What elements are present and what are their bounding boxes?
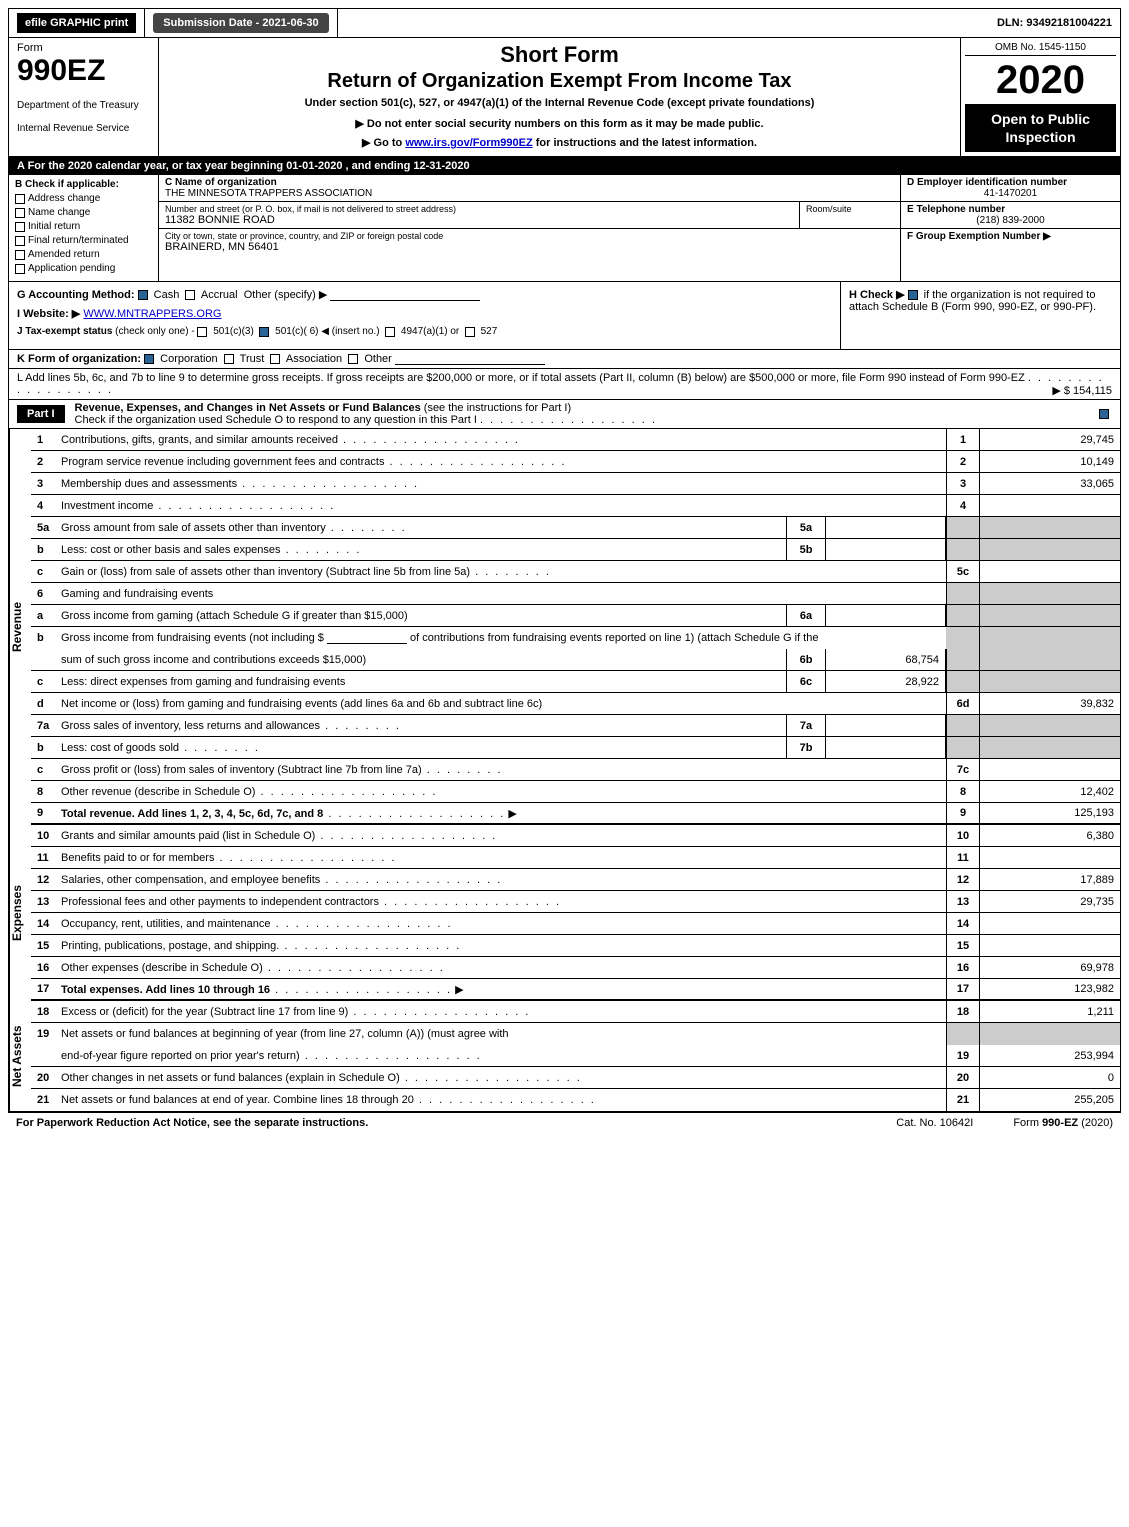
chk-final-return[interactable]: Final return/terminated <box>15 235 152 246</box>
chk-accrual[interactable] <box>185 290 195 300</box>
l-amount: ▶ $ 154,115 <box>1052 384 1112 397</box>
c-label: C Name of organization <box>165 177 894 188</box>
goto-pre: ▶ Go to <box>362 137 405 149</box>
room-cell: Room/suite <box>800 202 900 228</box>
j-tax-exempt: J Tax-exempt status (check only one) - 5… <box>17 326 832 337</box>
l-gross-receipts: L Add lines 5b, 6c, and 7b to line 9 to … <box>8 369 1121 400</box>
org-name: THE MINNESOTA TRAPPERS ASSOCIATION <box>165 188 894 199</box>
chk-cash[interactable] <box>138 290 148 300</box>
side-net-assets: Net Assets <box>9 1001 31 1111</box>
open-to-public: Open to Public Inspection <box>965 104 1116 152</box>
phone-value: (218) 839-2000 <box>907 215 1114 226</box>
chk-application-pending[interactable]: Application pending <box>15 263 152 274</box>
street-val: 11382 BONNIE ROAD <box>165 214 793 226</box>
chk-corporation[interactable] <box>144 354 154 364</box>
form-word: Form <box>17 42 150 54</box>
city-val: BRAINERD, MN 56401 <box>165 241 894 253</box>
submission-container: Submission Date - 2021-06-30 <box>145 9 337 37</box>
chk-amended-return[interactable]: Amended return <box>15 249 152 260</box>
section-c: C Name of organization THE MINNESOTA TRA… <box>159 175 900 281</box>
e-label: E Telephone number <box>907 204 1114 215</box>
net-assets-table: Net Assets 18Excess or (deficit) for the… <box>8 1001 1121 1113</box>
website-link[interactable]: WWW.MNTRAPPERS.ORG <box>83 308 221 320</box>
pra-notice: For Paperwork Reduction Act Notice, see … <box>16 1117 368 1129</box>
city-row: City or town, state or province, country… <box>159 229 900 255</box>
form-number: 990EZ <box>17 54 150 88</box>
f-row: F Group Exemption Number ▶ <box>901 229 1120 244</box>
fundraising-blank <box>327 632 407 644</box>
h-check: H Check ▶ if the organization is not req… <box>840 282 1120 349</box>
ssn-note: ▶ Do not enter social security numbers o… <box>167 117 952 130</box>
header-right: OMB No. 1545-1150 2020 Open to Public In… <box>960 38 1120 156</box>
dept-treasury: Department of the Treasury <box>17 100 150 111</box>
e-row: E Telephone number (218) 839-2000 <box>901 202 1120 229</box>
info-block: B Check if applicable: Address change Na… <box>8 175 1121 282</box>
b-heading: B Check if applicable: <box>15 179 152 190</box>
expenses-table: Expenses 10Grants and similar amounts pa… <box>8 825 1121 1001</box>
k-org-form: K Form of organization: Corporation Trus… <box>8 350 1121 369</box>
ein-value: 41-1470201 <box>907 188 1114 199</box>
tax-year: 2020 <box>965 56 1116 104</box>
side-revenue: Revenue <box>9 429 31 825</box>
other-org-blank <box>395 353 545 365</box>
d-row: D Employer identification number 41-1470… <box>901 175 1120 202</box>
footer: For Paperwork Reduction Act Notice, see … <box>8 1113 1121 1133</box>
chk-schedule-b[interactable] <box>908 290 918 300</box>
dln: DLN: 93492181004221 <box>989 9 1120 37</box>
accounting-other-blank <box>330 289 480 301</box>
c-name-row: C Name of organization THE MINNESOTA TRA… <box>159 175 900 202</box>
part-i-tag: Part I <box>17 405 65 423</box>
city-label: City or town, state or province, country… <box>165 231 894 241</box>
top-bar: efile GRAPHIC print Submission Date - 20… <box>8 8 1121 38</box>
l-text: L Add lines 5b, 6c, and 7b to line 9 to … <box>17 372 1025 384</box>
chk-association[interactable] <box>270 354 280 364</box>
under-section: Under section 501(c), 527, or 4947(a)(1)… <box>167 97 952 109</box>
part-i-title: Revenue, Expenses, and Changes in Net As… <box>75 402 657 426</box>
f-label: F Group Exemption Number ▶ <box>907 231 1051 242</box>
row-a-tax-year: A For the 2020 calendar year, or tax yea… <box>8 157 1121 175</box>
mid-left: G Accounting Method: Cash Accrual Other … <box>9 282 840 349</box>
efile-container: efile GRAPHIC print <box>9 9 145 37</box>
revenue-table: Revenue 1Contributions, gifts, grants, a… <box>8 429 1121 825</box>
chk-address-change[interactable]: Address change <box>15 193 152 204</box>
goto-line: ▶ Go to www.irs.gov/Form990EZ for instru… <box>167 136 952 149</box>
mid-block: G Accounting Method: Cash Accrual Other … <box>8 282 1121 350</box>
chk-527[interactable] <box>465 327 475 337</box>
header-mid: Short Form Return of Organization Exempt… <box>159 38 960 156</box>
form-reference: Form 990-EZ (2020) <box>1013 1117 1113 1129</box>
chk-trust[interactable] <box>224 354 234 364</box>
submission-date: Submission Date - 2021-06-30 <box>153 13 328 33</box>
short-form-title: Short Form <box>167 42 952 68</box>
goto-post: for instructions and the latest informat… <box>536 137 757 149</box>
chk-schedule-o[interactable] <box>1099 409 1109 419</box>
return-title: Return of Organization Exempt From Incom… <box>167 70 952 93</box>
chk-name-change[interactable]: Name change <box>15 207 152 218</box>
form-header: Form 990EZ Department of the Treasury In… <box>8 38 1121 157</box>
chk-other-org[interactable] <box>348 354 358 364</box>
street-row: Number and street (or P. O. box, if mail… <box>159 202 900 229</box>
part-i-header: Part I Revenue, Expenses, and Changes in… <box>8 400 1121 429</box>
chk-501c[interactable] <box>259 327 269 337</box>
room-label: Room/suite <box>806 204 894 214</box>
cat-number: Cat. No. 10642I <box>896 1117 973 1129</box>
i-website: I Website: ▶ WWW.MNTRAPPERS.ORG <box>17 307 832 320</box>
dept-irs: Internal Revenue Service <box>17 123 150 134</box>
g-accounting: G Accounting Method: Cash Accrual Other … <box>17 288 832 301</box>
chk-4947[interactable] <box>385 327 395 337</box>
section-b: B Check if applicable: Address change Na… <box>9 175 159 281</box>
irs-link[interactable]: www.irs.gov/Form990EZ <box>405 137 532 149</box>
chk-501c3[interactable] <box>197 327 207 337</box>
chk-initial-return[interactable]: Initial return <box>15 221 152 232</box>
header-left: Form 990EZ Department of the Treasury In… <box>9 38 159 156</box>
efile-label: efile GRAPHIC print <box>17 13 136 33</box>
side-expenses: Expenses <box>9 825 31 1001</box>
d-label: D Employer identification number <box>907 177 1114 188</box>
street-cell: Number and street (or P. O. box, if mail… <box>159 202 800 228</box>
street-label: Number and street (or P. O. box, if mail… <box>165 204 793 214</box>
section-def: D Employer identification number 41-1470… <box>900 175 1120 281</box>
omb-number: OMB No. 1545-1150 <box>965 42 1116 56</box>
